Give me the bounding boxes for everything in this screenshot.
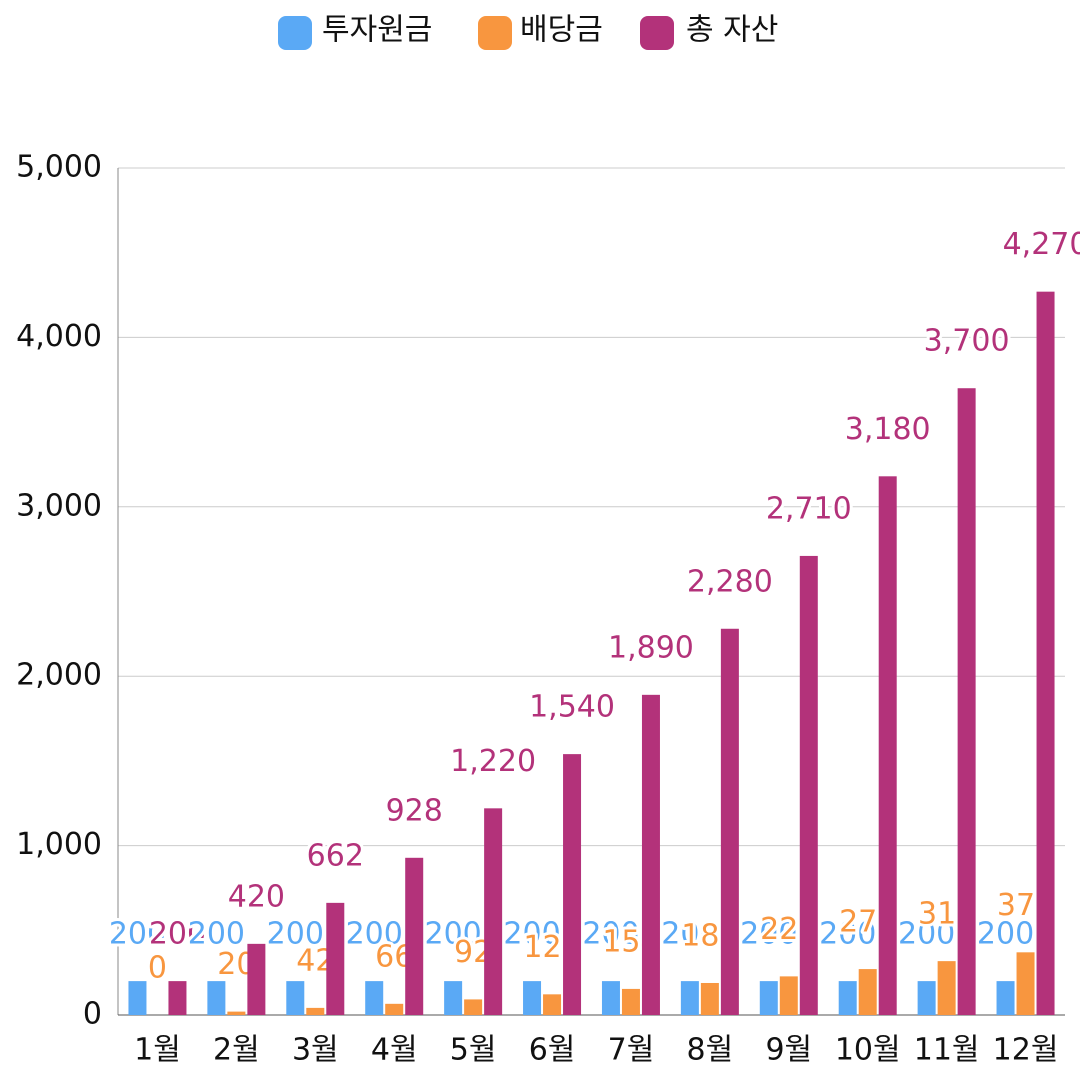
y-tick-label: 2,000 [16, 658, 102, 693]
bar [563, 754, 582, 1015]
bar [779, 976, 798, 1015]
bar [601, 981, 620, 1015]
value-label: 662 [307, 838, 364, 873]
y-tick-label: 4,000 [16, 319, 102, 354]
bar [227, 1011, 246, 1015]
legend-swatch [278, 16, 312, 50]
bar [484, 808, 503, 1015]
bar [917, 981, 936, 1015]
value-label: 200 [188, 917, 245, 952]
bar [365, 981, 384, 1015]
bar [621, 988, 640, 1015]
bar [543, 994, 562, 1015]
bar [957, 388, 976, 1016]
value-label: 420 [228, 879, 285, 914]
value-label: 2,710 [766, 491, 852, 526]
x-tick-label: 11월 [914, 1033, 980, 1068]
value-label: 200 [740, 917, 797, 952]
bar [1036, 291, 1055, 1015]
x-tick-label: 9월 [765, 1033, 812, 1068]
bar [799, 555, 818, 1015]
legend-swatch [478, 16, 512, 50]
bar [247, 943, 266, 1015]
bar [680, 981, 699, 1015]
bar [326, 902, 345, 1015]
bar [306, 1007, 325, 1015]
x-tick-label: 4월 [371, 1033, 418, 1068]
y-tick-label: 1,000 [16, 827, 102, 862]
value-label: 200 [898, 917, 955, 952]
value-label: 4,270 [1003, 227, 1080, 262]
x-tick-label: 2월 [213, 1033, 260, 1068]
bar [168, 981, 187, 1015]
value-label: 200 [582, 917, 639, 952]
value-label: 200 [109, 917, 166, 952]
x-tick-label: 3월 [292, 1033, 339, 1068]
value-label: 200 [503, 917, 560, 952]
y-tick-label: 0 [83, 997, 102, 1032]
value-label: 1,540 [529, 690, 615, 725]
value-label: 200 [424, 917, 481, 952]
value-label: 200 [267, 917, 324, 952]
bar [720, 628, 739, 1015]
bar [464, 999, 483, 1015]
bar [1016, 952, 1035, 1015]
value-label: 200 [977, 917, 1034, 952]
bar [641, 694, 660, 1015]
x-tick-label: 8월 [687, 1033, 734, 1068]
y-tick-label: 3,000 [16, 488, 102, 523]
x-tick-label: 12월 [993, 1033, 1059, 1068]
x-tick-label: 1월 [134, 1033, 181, 1068]
value-label: 3,180 [845, 412, 931, 447]
bar [838, 981, 857, 1015]
x-tick-label: 10월 [835, 1033, 901, 1068]
legend-swatch [640, 16, 674, 50]
y-tick-label: 5,000 [16, 150, 102, 185]
value-label: 0 [148, 951, 167, 986]
value-label: 3,700 [924, 324, 1010, 359]
value-label: 1,890 [608, 630, 694, 665]
legend-label: 배당금 [520, 13, 603, 48]
value-label: 200 [149, 917, 206, 952]
bar [444, 981, 463, 1015]
legend-label: 총 자산 [686, 13, 778, 48]
bar [878, 476, 897, 1016]
x-tick-label: 6월 [529, 1033, 576, 1068]
bar [858, 969, 877, 1015]
legend-label: 투자원금 [322, 13, 432, 48]
value-label: 200 [819, 917, 876, 952]
bar [937, 961, 956, 1015]
bar [207, 981, 226, 1015]
value-label: 928 [386, 793, 443, 828]
bar [996, 981, 1015, 1015]
x-tick-label: 7월 [608, 1033, 655, 1068]
value-label: 200 [661, 917, 718, 952]
bar [759, 981, 778, 1015]
bar [523, 981, 542, 1015]
bar [385, 1003, 404, 1015]
bar [700, 982, 719, 1015]
value-label: 2,280 [687, 564, 773, 599]
x-tick-label: 5월 [450, 1033, 497, 1068]
bar [286, 981, 305, 1015]
value-label: 1,220 [450, 744, 536, 779]
bar [405, 857, 424, 1015]
bar [128, 981, 147, 1015]
value-label: 200 [346, 917, 403, 952]
